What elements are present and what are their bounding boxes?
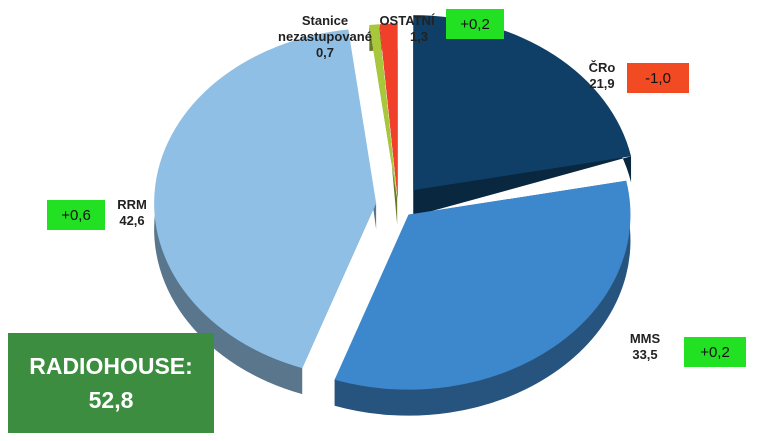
slice-value-cro: 21,9 bbox=[589, 76, 615, 91]
slice-value-unrepresented: 0,7 bbox=[315, 45, 335, 60]
slice-name-unrepresented: Stanice nezastupované bbox=[278, 13, 372, 44]
slice-name-mms: MMS bbox=[629, 331, 661, 346]
pie-slice-mms bbox=[334, 180, 631, 390]
slice-label-mms: MMS 33,5 bbox=[617, 331, 673, 363]
slice-name-other: OSTATNÍ bbox=[379, 13, 435, 28]
slice-label-other: OSTATNÍ 1,3 bbox=[372, 13, 442, 45]
total-value: 52,8 bbox=[88, 387, 134, 413]
slice-name-cro: ČRo bbox=[588, 60, 616, 75]
slice-value-mms: 33,5 bbox=[632, 347, 658, 362]
delta-badge-cro: -1,0 bbox=[627, 63, 689, 93]
pie-slice-unrepresented bbox=[369, 24, 398, 199]
slice-label-rrm: RRM 42,6 bbox=[104, 197, 160, 229]
pie-slice-cro bbox=[413, 15, 632, 191]
radiohouse-total-box: RADIOHOUSE: 52,8 bbox=[8, 333, 214, 433]
pie-slice-other bbox=[379, 23, 398, 199]
slice-label-unrepresented: Stanice nezastupované 0,7 bbox=[268, 13, 382, 61]
delta-badge-other: +0,2 bbox=[446, 9, 504, 39]
delta-badge-rrm: +0,6 bbox=[47, 200, 105, 230]
slice-value-other: 1,3 bbox=[409, 29, 429, 44]
total-label: RADIOHOUSE: bbox=[29, 353, 193, 379]
delta-badge-mms: +0,2 bbox=[684, 337, 746, 367]
pie-slice-side-unrepresented bbox=[369, 24, 398, 225]
pie-slice-rrm bbox=[154, 29, 377, 369]
slice-label-cro: ČRo 21,9 bbox=[570, 60, 634, 92]
slice-value-rrm: 42,6 bbox=[119, 213, 145, 228]
slice-name-rrm: RRM bbox=[117, 197, 147, 212]
